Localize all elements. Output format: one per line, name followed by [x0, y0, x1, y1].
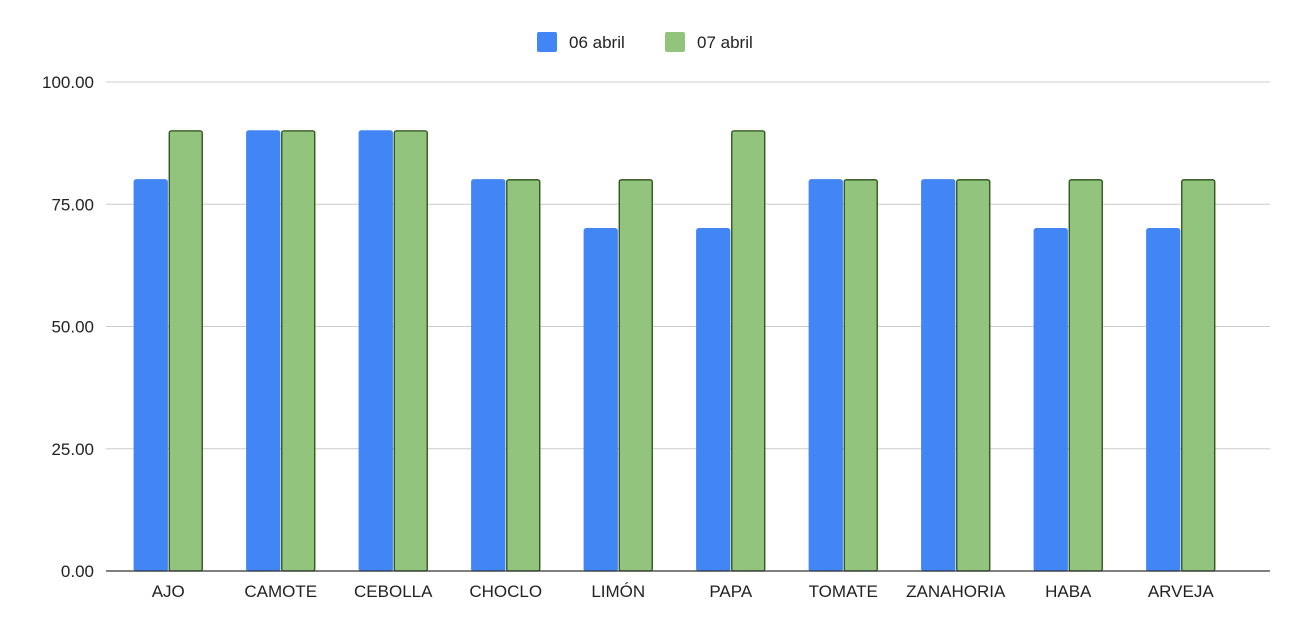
x-category-label: HABA — [1045, 582, 1092, 601]
bar-series-1-papa — [696, 228, 731, 572]
bar-series-1-choclo — [471, 179, 506, 572]
x-category-label: LIMÓN — [591, 582, 645, 601]
y-tick-label: 0.00 — [61, 562, 94, 581]
y-tick-label: 25.00 — [51, 440, 94, 459]
bar-series-1-haba — [1033, 228, 1068, 572]
y-tick-label: 100.00 — [42, 73, 94, 92]
bar-series-2-limón — [618, 179, 653, 572]
bar-series-1-camote — [246, 130, 281, 572]
legend-swatch — [665, 32, 685, 52]
y-tick-label: 75.00 — [51, 195, 94, 214]
x-category-label: ZANAHORIA — [906, 582, 1006, 601]
bar-series-2-ajo — [168, 130, 203, 572]
legend-label: 07 abril — [697, 33, 753, 52]
bar-series-1-zanahoria — [921, 179, 956, 572]
bar-series-2-camote — [281, 130, 316, 572]
bar-series-1-tomate — [808, 179, 843, 572]
legend-item-1: 06 abril — [537, 32, 625, 52]
legend-item-2: 07 abril — [665, 32, 753, 52]
y-axis-tick-labels: 0.00 25.00 50.00 75.00 100.00 — [42, 73, 94, 581]
x-category-label: AJO — [152, 582, 185, 601]
x-category-label: CHOCLO — [469, 582, 542, 601]
x-category-label: TOMATE — [809, 582, 878, 601]
x-category-label: PAPA — [709, 582, 752, 601]
legend-swatch — [537, 32, 557, 52]
bar-series-1-limón — [583, 228, 618, 572]
x-category-label: CEBOLLA — [354, 582, 433, 601]
bar-series-2-papa — [731, 130, 766, 572]
x-axis-category-labels: AJO CAMOTE CEBOLLA CHOCLO LIMÓN PAPA TOMATE ZAN… — [152, 582, 1215, 601]
bar-series-2-haba — [1068, 179, 1103, 572]
x-category-label: ARVEJA — [1148, 582, 1214, 601]
bar-series-1-ajo — [133, 179, 168, 572]
bar-series-2-tomate — [843, 179, 878, 572]
bar-series-2-choclo — [506, 179, 541, 572]
legend-label: 06 abril — [569, 33, 625, 52]
bar-series-1-cebolla — [358, 130, 393, 572]
bars — [133, 130, 1216, 572]
bar-series-2-zanahoria — [956, 179, 991, 572]
legend: 06 abril 07 abril — [537, 32, 753, 52]
bar-series-2-arveja — [1181, 179, 1216, 572]
x-category-label: CAMOTE — [244, 582, 317, 601]
y-tick-label: 50.00 — [51, 318, 94, 337]
bar-series-2-cebolla — [393, 130, 428, 572]
bar-series-1-arveja — [1146, 228, 1181, 572]
